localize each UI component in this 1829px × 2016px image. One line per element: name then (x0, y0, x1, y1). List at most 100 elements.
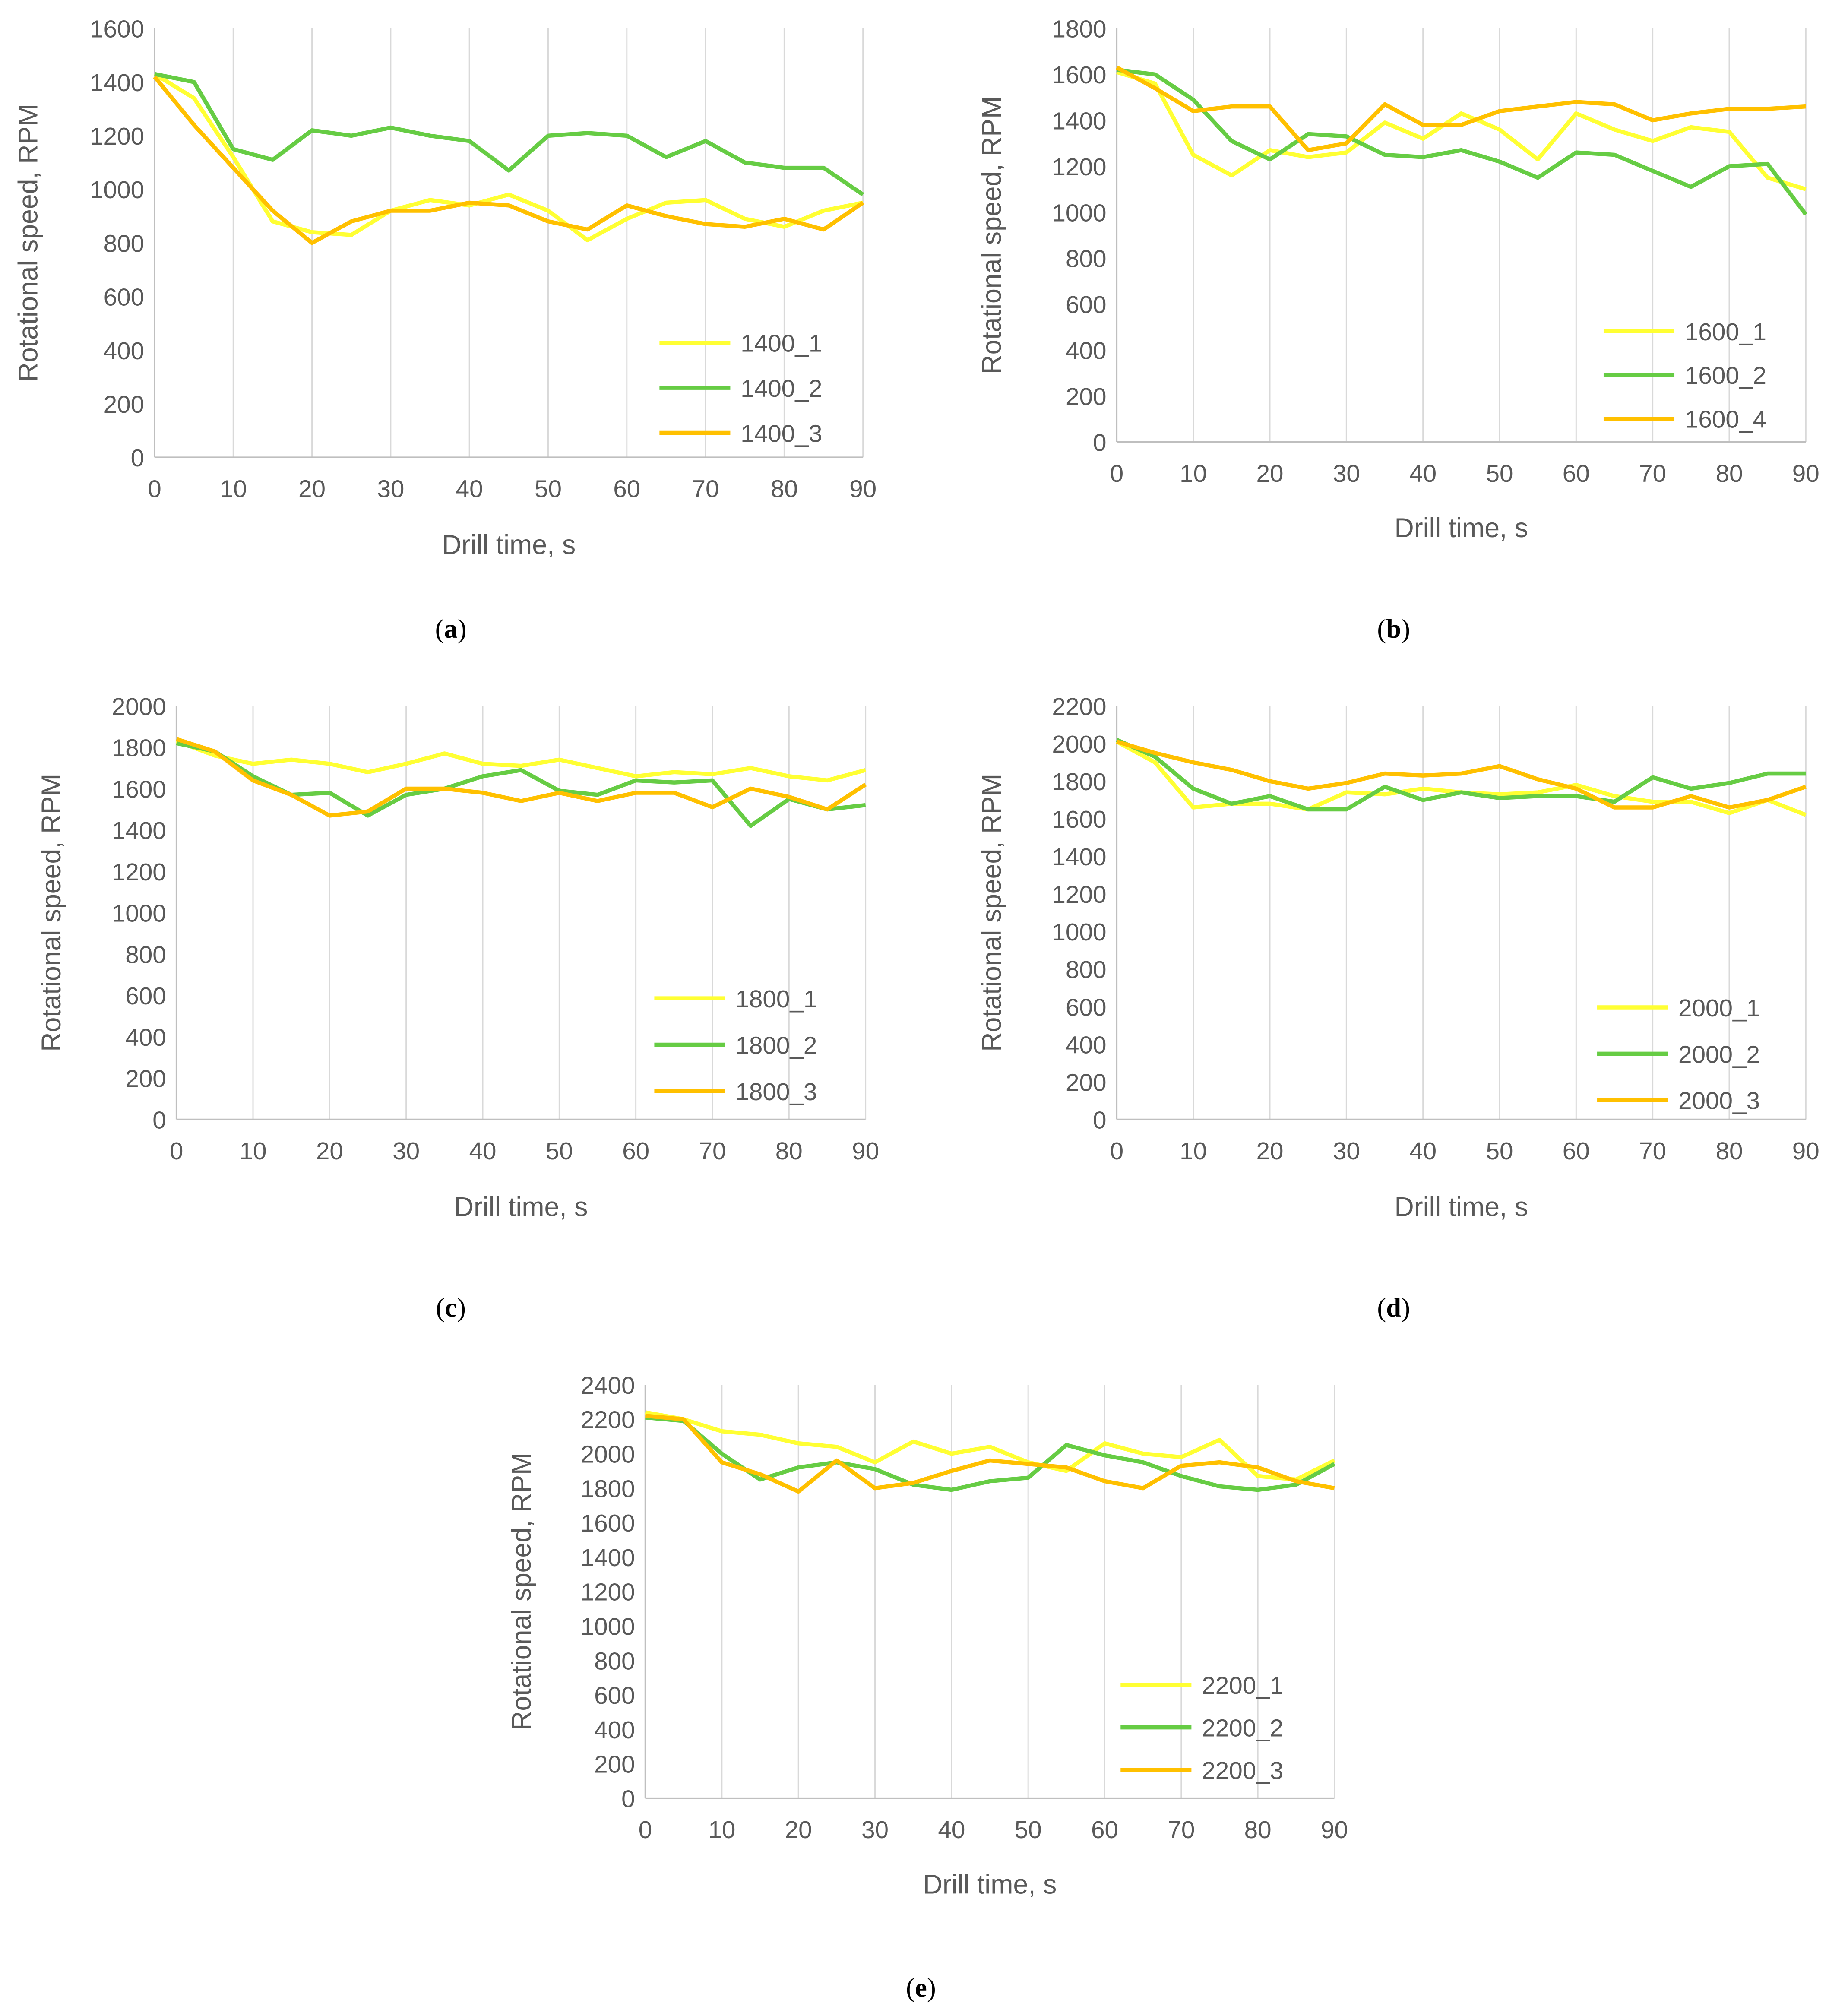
chart-a: 0 10 20 30 40 50 60 70 80 90 0 200 400 600 800 1000 1200… (13, 16, 877, 644)
x-tick-label: 30 (392, 1138, 420, 1165)
y-tick-label: 800 (125, 941, 166, 968)
y-tick-label: 400 (1066, 338, 1107, 365)
y-tick-label: 2200 (581, 1407, 635, 1434)
series-line-1400_1 (153, 72, 864, 243)
legend-label: 2200_2 (1202, 1715, 1283, 1742)
series-line-2000_2 (1116, 738, 1806, 812)
y-tick-label: 400 (594, 1717, 635, 1744)
y-tick-label: 400 (125, 1024, 166, 1051)
x-tick-label: 70 (699, 1138, 726, 1165)
x-tick-label: 70 (1639, 460, 1666, 487)
y-tick-label: 0 (1093, 429, 1107, 456)
y-tick-label: 1000 (112, 900, 166, 927)
x-tick-label: 50 (535, 476, 562, 503)
legend-label: 1400_1 (740, 330, 822, 358)
series-line-1800_1 (176, 739, 866, 783)
y-tick-label: 800 (1066, 246, 1107, 273)
x-tick-label: 80 (1715, 460, 1743, 487)
x-tick-label: 0 (170, 1138, 184, 1165)
y-tick-label: 800 (1066, 956, 1107, 984)
x-tick-label: 10 (239, 1138, 266, 1165)
x-tick-label: 40 (469, 1138, 496, 1165)
y-tick-label: 1400 (112, 817, 166, 845)
y-tick-label: 200 (594, 1751, 635, 1779)
series-line-2000_3 (1116, 740, 1807, 810)
x-tick-label: 90 (1321, 1817, 1348, 1844)
x-tick-label: 70 (1639, 1138, 1666, 1165)
y-tick-label: 1000 (581, 1614, 635, 1641)
x-tick-label: 80 (1244, 1817, 1272, 1844)
x-tick-label: 40 (456, 476, 483, 503)
x-tick-label: 90 (1792, 460, 1820, 487)
y-tick-label: 1800 (581, 1475, 635, 1503)
y-tick-label: 800 (594, 1648, 635, 1675)
x-axis-label: Drill time, s (1395, 513, 1528, 543)
x-tick-label: 20 (1256, 460, 1283, 487)
x-tick-label: 30 (1333, 1138, 1360, 1165)
series-line-1800_3 (176, 737, 867, 818)
chart-e: 0 10 20 30 40 50 60 70 80 90 0 200 400 600 800 1000 1200… (506, 1372, 1348, 2003)
x-tick-label: 60 (613, 476, 640, 503)
panel-caption: (e) (906, 1972, 936, 2003)
y-tick-label: 1600 (1052, 806, 1106, 833)
y-tick-label: 200 (125, 1066, 166, 1093)
legend-label: 1600_1 (1685, 319, 1766, 346)
y-tick-label: 2000 (1052, 731, 1106, 758)
y-tick-label: 1600 (112, 776, 166, 803)
x-axis-label: Drill time, s (1395, 1192, 1528, 1222)
chart-b: 0 10 20 30 40 50 60 70 80 90 0 200 400 600 800 1000 1200… (977, 16, 1820, 644)
x-tick-label: 60 (1091, 1817, 1118, 1844)
legend-label: 1800_2 (735, 1032, 817, 1059)
legend-label: 1600_4 (1685, 406, 1766, 434)
legend-label: 2000_2 (1678, 1041, 1760, 1068)
x-tick-label: 90 (849, 476, 877, 503)
x-tick-label: 80 (775, 1138, 803, 1165)
x-tick-label: 50 (546, 1138, 573, 1165)
legend-label: 1400_3 (740, 420, 822, 447)
series-line-1400_2 (154, 72, 864, 196)
y-tick-label: 200 (1066, 1069, 1107, 1096)
x-tick-label: 40 (1409, 460, 1437, 487)
y-axis-label: Rotational speed, RPM (977, 774, 1007, 1052)
legend-label: 1800_3 (735, 1079, 817, 1106)
series-line-2200_2 (645, 1415, 1335, 1492)
x-tick-label: 80 (1715, 1138, 1743, 1165)
y-tick-label: 600 (1066, 994, 1107, 1021)
x-axis-label: Drill time, s (442, 530, 576, 560)
x-tick-label: 10 (1180, 1138, 1207, 1165)
y-tick-label: 1200 (1052, 154, 1106, 181)
y-tick-label: 1600 (90, 16, 144, 43)
y-tick-label: 600 (1066, 291, 1107, 319)
panel-caption: (b) (1377, 614, 1410, 644)
chart-c: 0 10 20 30 40 50 60 70 80 90 0 200 400 600 800 1000 1200… (36, 693, 879, 1323)
x-tick-label: 40 (1409, 1138, 1437, 1165)
x-tick-label: 20 (316, 1138, 343, 1165)
x-tick-label: 0 (1110, 460, 1124, 487)
x-tick-label: 40 (938, 1817, 965, 1844)
x-tick-label: 90 (852, 1138, 879, 1165)
x-tick-label: 20 (298, 476, 326, 503)
series-line-1600_1 (1116, 70, 1807, 191)
y-tick-label: 1600 (1052, 62, 1106, 89)
y-tick-label: 0 (621, 1786, 635, 1813)
panel-caption: (d) (1377, 1292, 1410, 1323)
panel-caption: (c) (436, 1292, 466, 1323)
x-tick-label: 90 (1792, 1138, 1820, 1165)
legend-label: 2200_3 (1202, 1757, 1283, 1785)
legend-label: 1600_2 (1685, 362, 1766, 389)
legend-label: 1400_2 (740, 375, 822, 402)
x-axis-label: Drill time, s (454, 1192, 588, 1222)
x-tick-label: 50 (1015, 1817, 1042, 1844)
legend-label: 2200_1 (1202, 1672, 1283, 1700)
y-axis-label: Rotational speed, RPM (36, 774, 66, 1052)
series-line-1600_2 (1116, 67, 1808, 216)
y-tick-label: 0 (131, 445, 145, 472)
x-tick-label: 50 (1486, 1138, 1513, 1165)
y-tick-label: 1800 (1052, 769, 1106, 796)
y-tick-label: 400 (1066, 1032, 1107, 1059)
y-tick-label: 0 (152, 1107, 166, 1134)
series-line-1400_3 (153, 75, 864, 245)
legend-label: 2000_3 (1678, 1088, 1760, 1115)
y-tick-label: 1200 (112, 859, 166, 886)
